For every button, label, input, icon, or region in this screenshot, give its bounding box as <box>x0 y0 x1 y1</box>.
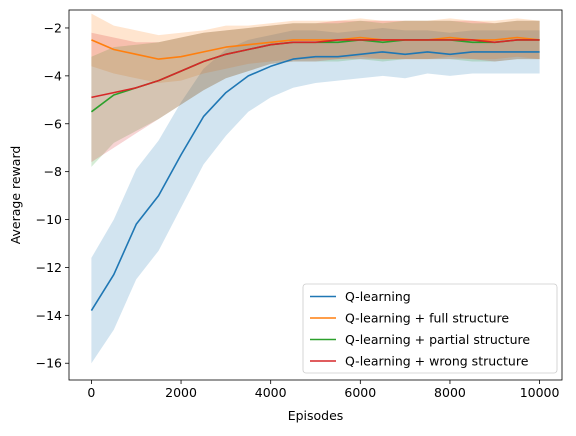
band-series-1 <box>91 13 540 84</box>
legend-label-3: Q-learning + wrong structure <box>345 354 529 369</box>
line-series-0 <box>90 51 540 312</box>
legend-label-2: Q-learning + partial structure <box>345 332 530 347</box>
y-tick-label: −6 <box>44 116 62 131</box>
legend-label-1: Q-learning + full structure <box>345 311 509 326</box>
confidence-bands <box>91 13 540 364</box>
y-axis-label: Average reward <box>8 146 23 245</box>
y-tick-label: −4 <box>44 68 62 83</box>
legend-box <box>302 283 558 374</box>
y-axis-ticks: −16 −14 −12 −10 −8 −6 −4 −2 <box>36 20 69 371</box>
x-tick-label: 8000 <box>434 385 466 400</box>
legend-label-0: Q-learning <box>345 289 411 304</box>
series-lines <box>90 36 540 312</box>
legend: Q-learning Q-learning + full structure Q-l… <box>302 283 558 374</box>
x-tick-label: 10000 <box>520 385 560 400</box>
y-tick-label: −14 <box>36 308 62 323</box>
x-axis-ticks: 0 2000 4000 6000 8000 10000 <box>87 380 560 400</box>
y-tick-label: −12 <box>36 260 62 275</box>
band-series-3 <box>91 20 540 163</box>
x-axis-label: Episodes <box>288 408 344 423</box>
x-tick-label: 2000 <box>165 385 197 400</box>
x-tick-label: 6000 <box>344 385 376 400</box>
line-series-3 <box>91 39 540 99</box>
x-tick-label: 0 <box>87 385 95 400</box>
band-series-0 <box>91 28 540 364</box>
band-series-2 <box>91 20 540 167</box>
y-tick-label: −16 <box>36 356 62 371</box>
y-tick-label: −2 <box>44 20 62 35</box>
plot-frame <box>68 9 563 381</box>
x-tick-label: 4000 <box>255 385 287 400</box>
y-tick-label: −8 <box>44 164 62 179</box>
y-tick-label: −10 <box>36 212 62 227</box>
